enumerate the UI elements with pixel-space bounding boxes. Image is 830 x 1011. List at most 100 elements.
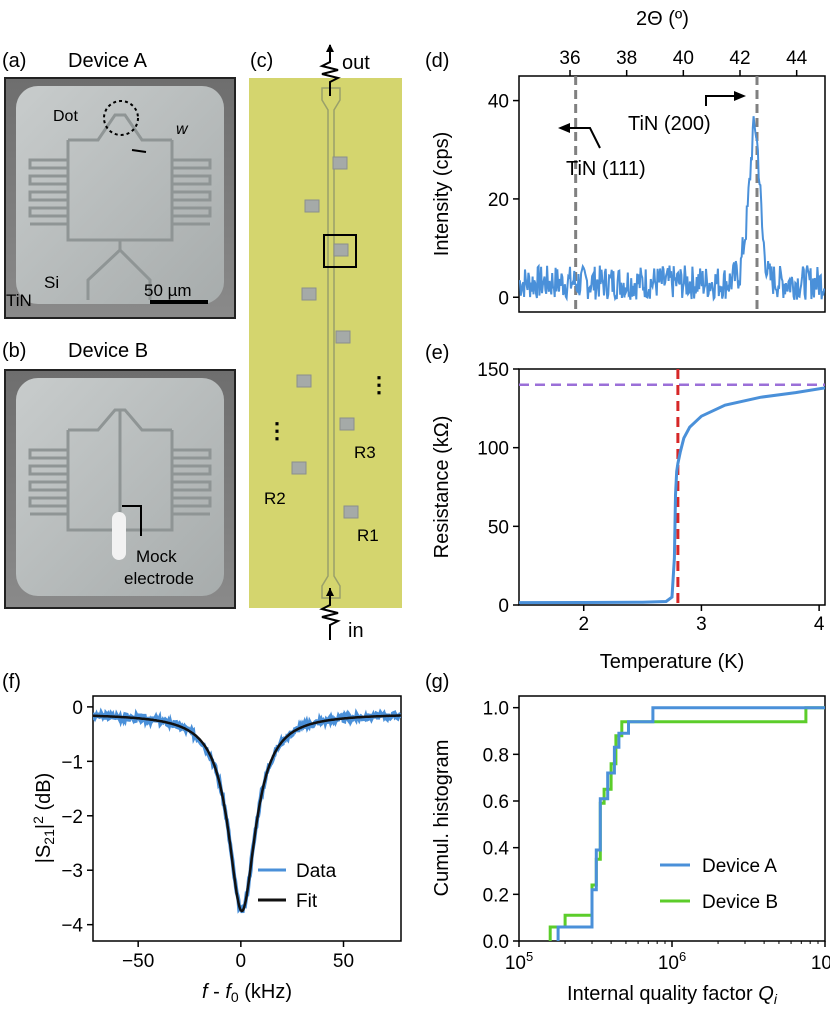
panel-e-letter: (e) [425,342,449,364]
chip-substrate [249,78,402,608]
d-arrowhead-200 [734,91,746,101]
e-ytick-label: 50 [488,517,509,538]
resonator [296,374,312,388]
resonator [291,461,307,475]
f-data-line [93,707,401,914]
d-xtick-label: 40 [673,48,694,69]
highlight-box [323,234,357,268]
f-xtick-label: 50 [333,951,354,972]
f-fit-line [93,714,401,913]
scale-bar [150,300,208,304]
legend-device-a-label: Device A [702,856,777,877]
sem-image-device-a [4,77,236,319]
f-plot-area [93,707,401,914]
g-ytick-label: 0.0 [483,932,509,953]
d-plot-frame [518,75,826,313]
r2-label: R2 [264,489,286,508]
panel-a-letter: (a) [2,50,26,72]
resonator [339,417,355,431]
g-xtick-label: 105 [505,949,533,974]
d-peak1-label: TiN (111) [566,158,646,180]
panel-f-letter: (f) [2,671,21,693]
resonator [301,287,317,301]
mock-electrode-shape [112,512,126,560]
ellipsis-right: ⋮ [368,372,390,397]
tin-label: TiN [6,291,32,310]
out-arrowhead [326,44,334,52]
e-xtick-label: 3 [696,614,707,635]
g-xlabel: Internal quality factor Qi [567,983,778,1007]
e-ytick-label: 150 [477,360,509,381]
e-xlabel: Temperature (K) [600,651,745,673]
panel-d-letter: (d) [425,50,449,72]
e-plot-area [519,369,825,605]
dot-label: Dot [53,108,78,125]
chip-layout [249,44,402,640]
f-xlabel: f - f0 (kHz) [202,981,292,1005]
g-ylabel: Cumul. histogram [431,740,453,897]
d-xtick-label: 38 [616,48,637,69]
mock-electrode-arrow [122,505,142,536]
sem-image-device-b [4,369,236,609]
feedline [321,87,341,599]
d-series-line [519,116,825,302]
dot-circle [103,100,139,136]
d-xtick-label: 36 [559,48,580,69]
d-xtick-label: 44 [786,48,808,69]
e-xtick-label: 4 [814,614,825,635]
r3-label: R3 [354,443,376,462]
g-ytick-label: 0.4 [483,839,510,860]
e-ytick-label: 100 [477,439,509,460]
g-ytick-label: 0.8 [483,745,509,766]
ellipsis-left: ⋮ [266,418,288,443]
d-arrowhead-111 [558,123,570,133]
d-ylabel: Intensity (cps) [431,132,453,256]
f-ylabel: |S21|2 (dB) [30,773,57,863]
out-port-symbol [319,45,341,96]
f-ytick-label: −2 [61,807,83,828]
g-legend: Device A Device B [660,856,778,913]
f-xtick-label: 0 [236,951,247,972]
e-plot-frame [518,368,826,606]
d-plot-area [519,76,825,312]
f-plot-frame [92,695,402,942]
resonator [335,330,351,344]
resonator [304,199,320,213]
e-xtick-label: 2 [578,614,589,635]
panel-a-title: Device A [68,50,148,72]
g-ytick-label: 1.0 [483,699,509,720]
f-ytick-label: 0 [72,698,83,719]
w-label: w [176,121,189,138]
chart-f: 0 −1 −2 −3 −4 −50 0 50 [61,695,402,972]
out-label: out [342,52,370,74]
f-ytick-label: −4 [61,916,83,937]
in-arrowhead [326,588,334,596]
g-ytick-label: 0.6 [483,792,509,813]
d-peak2-label: TiN (200) [628,113,711,135]
f-ytick-label: −1 [61,752,83,773]
chart-e: 0 50 100 150 2 3 4 [477,360,826,635]
resonator [333,243,349,257]
legend-fit-label: Fit [296,891,318,912]
d-ytick-label: 0 [498,288,509,309]
g-series-device-a [556,706,825,941]
si-label: Si [44,273,59,292]
mock-label-2: electrode [124,569,194,588]
e-series-line [519,386,825,605]
resonator [343,505,359,519]
legend-data-label: Data [296,861,337,882]
chart-d: 0 20 40 36 38 40 42 44 [488,48,826,313]
g-plot-frame [518,695,826,942]
panel-b-title: Device B [68,340,148,362]
g-xtick-label: 106 [658,949,686,974]
f-ytick-label: −3 [61,861,83,882]
in-label: in [348,620,364,642]
d-ytick-label: 40 [488,92,509,113]
panel-g-letter: (g) [425,671,449,693]
resonator [332,156,348,170]
g-series-device-b [548,706,825,941]
mock-label-1: Mock [136,547,177,566]
in-port-symbol [319,588,341,640]
d-arrow-200 [705,95,740,106]
